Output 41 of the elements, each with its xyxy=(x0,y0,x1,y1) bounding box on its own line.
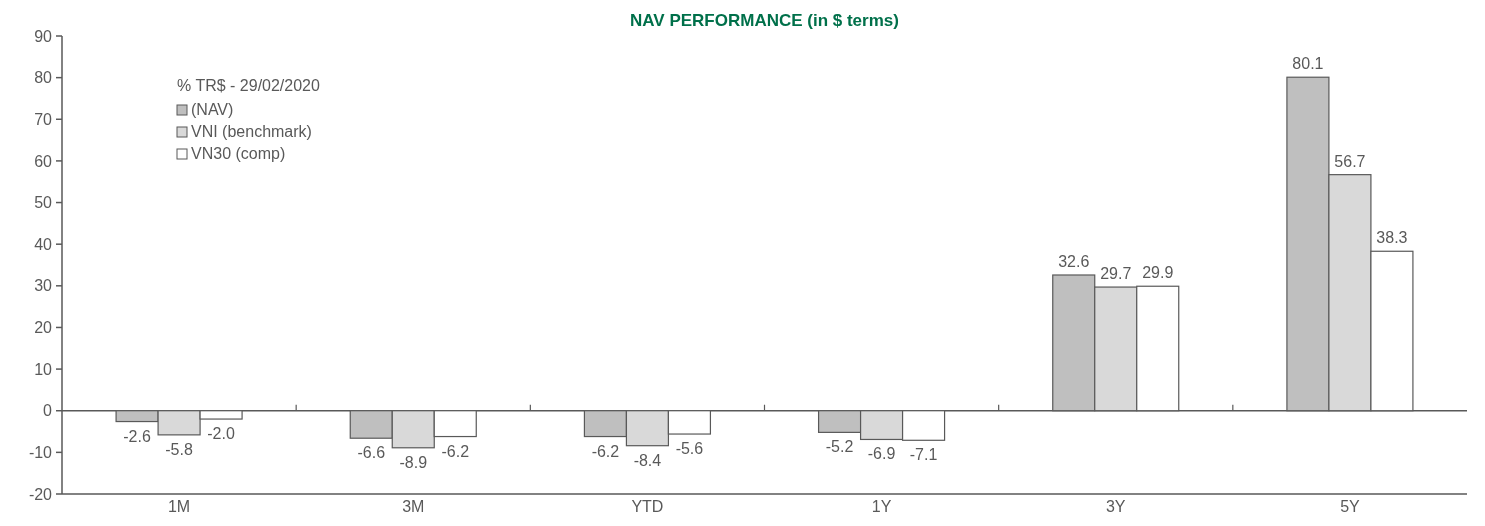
data-label: 29.9 xyxy=(1142,264,1174,282)
data-label: -6.2 xyxy=(441,442,470,460)
x-tick-label: 1M xyxy=(167,498,191,515)
data-label: -2.6 xyxy=(123,427,151,445)
data-label: -5.8 xyxy=(165,440,193,458)
x-tick-label: 5Y xyxy=(1340,498,1361,515)
y-tick-label: -10 xyxy=(28,443,53,461)
y-tick-label: 20 xyxy=(34,319,53,337)
y-tick-label: 10 xyxy=(34,360,53,378)
y-tick-label: 60 xyxy=(34,152,53,170)
data-label: 32.6 xyxy=(1058,252,1090,270)
data-label: -6.2 xyxy=(591,442,620,460)
legend-label: (NAV) xyxy=(191,101,234,118)
data-label: 56.7 xyxy=(1334,152,1366,170)
y-tick-label: 80 xyxy=(34,69,53,87)
y-tick-label: 30 xyxy=(34,277,53,295)
y-tick-label: 70 xyxy=(34,110,53,128)
data-label: 80.1 xyxy=(1292,55,1324,73)
y-tick-label: 90 xyxy=(34,27,53,45)
legend-label: VNI (benchmark) xyxy=(191,123,312,140)
data-label: -6.6 xyxy=(357,444,386,462)
y-tick-label: 0 xyxy=(43,402,53,420)
data-label: -5.2 xyxy=(825,438,854,456)
x-tick-label: 1Y xyxy=(871,498,892,515)
legend-label: VN30 (comp) xyxy=(191,145,286,162)
data-label: -7.1 xyxy=(909,446,938,464)
y-tick-label: 40 xyxy=(34,235,53,253)
y-tick-label: 50 xyxy=(34,194,53,212)
data-label: 29.7 xyxy=(1100,265,1132,283)
x-tick-label: 3Y xyxy=(1105,498,1126,515)
chart-title: NAV PERFORMANCE (in $ terms) xyxy=(630,11,899,30)
data-label: -6.9 xyxy=(867,445,896,463)
legend-title: % TR$ - 29/02/2020 xyxy=(177,77,321,94)
x-tick-label: YTD xyxy=(631,498,664,515)
y-tick-label: -20 xyxy=(28,485,53,503)
data-label: -8.9 xyxy=(399,453,428,471)
x-tick-label: 3M xyxy=(402,498,425,515)
data-label: -5.6 xyxy=(675,440,704,458)
data-label: 38.3 xyxy=(1376,229,1408,247)
data-label: -2.0 xyxy=(207,425,235,443)
data-label: -8.4 xyxy=(633,451,662,469)
